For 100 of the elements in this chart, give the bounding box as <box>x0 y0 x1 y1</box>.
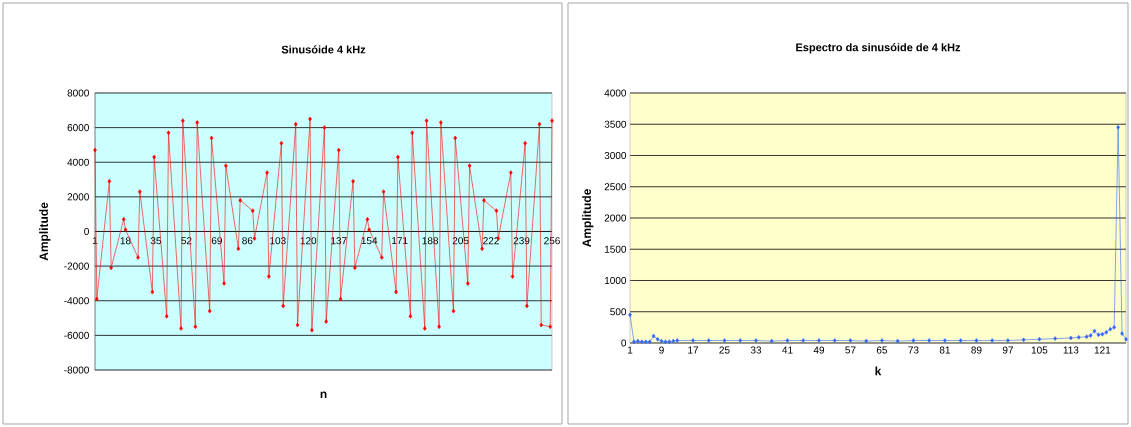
point <box>832 338 837 343</box>
x-tick-label: 57 <box>845 346 856 354</box>
point <box>785 338 790 343</box>
y-tick-label: -2000 <box>64 262 89 270</box>
point <box>1100 331 1105 337</box>
point <box>1037 336 1042 342</box>
x-tick-label: 9 <box>659 346 664 354</box>
x-tick-label: 17 <box>688 346 699 354</box>
x-tick-label: 25 <box>719 346 730 354</box>
y-tick-label: 2000 <box>604 214 627 222</box>
y-tick-label: 3000 <box>604 151 627 160</box>
point <box>1076 335 1081 340</box>
point <box>974 338 979 343</box>
x-tick-label: 73 <box>908 346 919 354</box>
point <box>675 338 680 343</box>
point <box>636 338 640 344</box>
x-tick-label: 239 <box>513 237 530 245</box>
point <box>1021 337 1026 343</box>
point <box>1120 331 1124 336</box>
point <box>647 339 652 345</box>
x-tick-label: 69 <box>211 237 222 245</box>
y-tick-label: 6000 <box>67 124 89 132</box>
x-tick-label: 52 <box>181 237 192 245</box>
point <box>1006 338 1010 343</box>
y-tick-label: 1500 <box>605 245 627 253</box>
point <box>895 338 900 344</box>
point <box>659 338 664 344</box>
point <box>911 338 916 343</box>
point <box>643 339 648 345</box>
x-tick-label: 154 <box>361 237 378 245</box>
point <box>927 338 931 343</box>
x-tick-label: 113 <box>1063 346 1079 354</box>
x-tick-label: 121 <box>1094 346 1111 354</box>
x-tick-label: 65 <box>876 346 888 354</box>
point <box>628 312 632 318</box>
y-tick-label: 1000 <box>605 276 627 285</box>
point <box>1116 125 1120 130</box>
point <box>1112 325 1116 330</box>
x-tick-label: 137 <box>331 237 347 245</box>
x-tick-label: 105 <box>1031 346 1048 354</box>
chart-title: Espectro da sinusóide de 4 kHz <box>796 43 961 54</box>
x-tick-label: 81 <box>939 346 950 354</box>
point <box>1104 330 1109 335</box>
point <box>817 338 821 343</box>
y-tick-label: 0 <box>621 339 627 347</box>
y-tick-label: 2000 <box>67 193 89 201</box>
x-tick-label: 1 <box>93 237 98 245</box>
point <box>667 339 672 345</box>
point <box>990 338 994 343</box>
y-tick-label: 8000 <box>67 89 89 97</box>
point <box>1108 326 1113 332</box>
y-tick-label: 2500 <box>604 183 627 191</box>
point <box>706 338 711 343</box>
y-tick-label: -6000 <box>64 331 89 339</box>
x-tick-label: 120 <box>300 237 317 245</box>
x-tick-label: 256 <box>544 237 560 245</box>
y-tick-label: -4000 <box>64 297 89 305</box>
x-axis-title: k <box>875 366 882 376</box>
point <box>1096 332 1101 338</box>
x-axis-title: n <box>320 391 327 398</box>
chart-title: Sinusóide 4 kHz <box>281 45 366 54</box>
x-tick-label: 222 <box>483 237 499 245</box>
point <box>651 333 656 339</box>
point <box>943 338 947 343</box>
y-axis-title: Amplitude <box>582 189 594 248</box>
x-tick-label: 33 <box>750 346 762 354</box>
y-tick-label: 3500 <box>604 120 627 128</box>
x-tick-label: 205 <box>452 237 469 245</box>
y-tick-label: 4000 <box>604 89 627 97</box>
point <box>1084 334 1089 340</box>
y-tick-label: 0 <box>84 227 89 236</box>
point <box>848 338 853 343</box>
x-tick-label: 18 <box>120 237 131 245</box>
x-tick-label: 49 <box>813 346 825 354</box>
point <box>1069 335 1073 341</box>
point <box>691 338 695 343</box>
x-tick-label: 171 <box>392 237 408 245</box>
point <box>1088 333 1093 338</box>
point <box>880 338 884 343</box>
point <box>958 338 963 343</box>
x-tick-label: 97 <box>1002 346 1013 354</box>
point <box>671 338 676 344</box>
point <box>754 338 758 343</box>
point <box>1092 328 1097 334</box>
point <box>801 338 806 343</box>
y-tick-label: -8000 <box>64 366 89 374</box>
point <box>864 338 868 344</box>
point <box>1124 336 1128 342</box>
x-tick-label: 35 <box>150 237 162 245</box>
point <box>722 338 727 343</box>
point <box>655 336 660 342</box>
point <box>663 339 668 345</box>
point <box>640 339 644 345</box>
y-tick-label: 4000 <box>67 158 89 166</box>
point <box>769 338 774 344</box>
y-tick-label: 500 <box>610 308 627 316</box>
x-tick-label: 86 <box>242 237 253 245</box>
point <box>632 339 636 345</box>
y-axis-title: Amplitude <box>39 202 51 261</box>
point <box>738 338 743 343</box>
